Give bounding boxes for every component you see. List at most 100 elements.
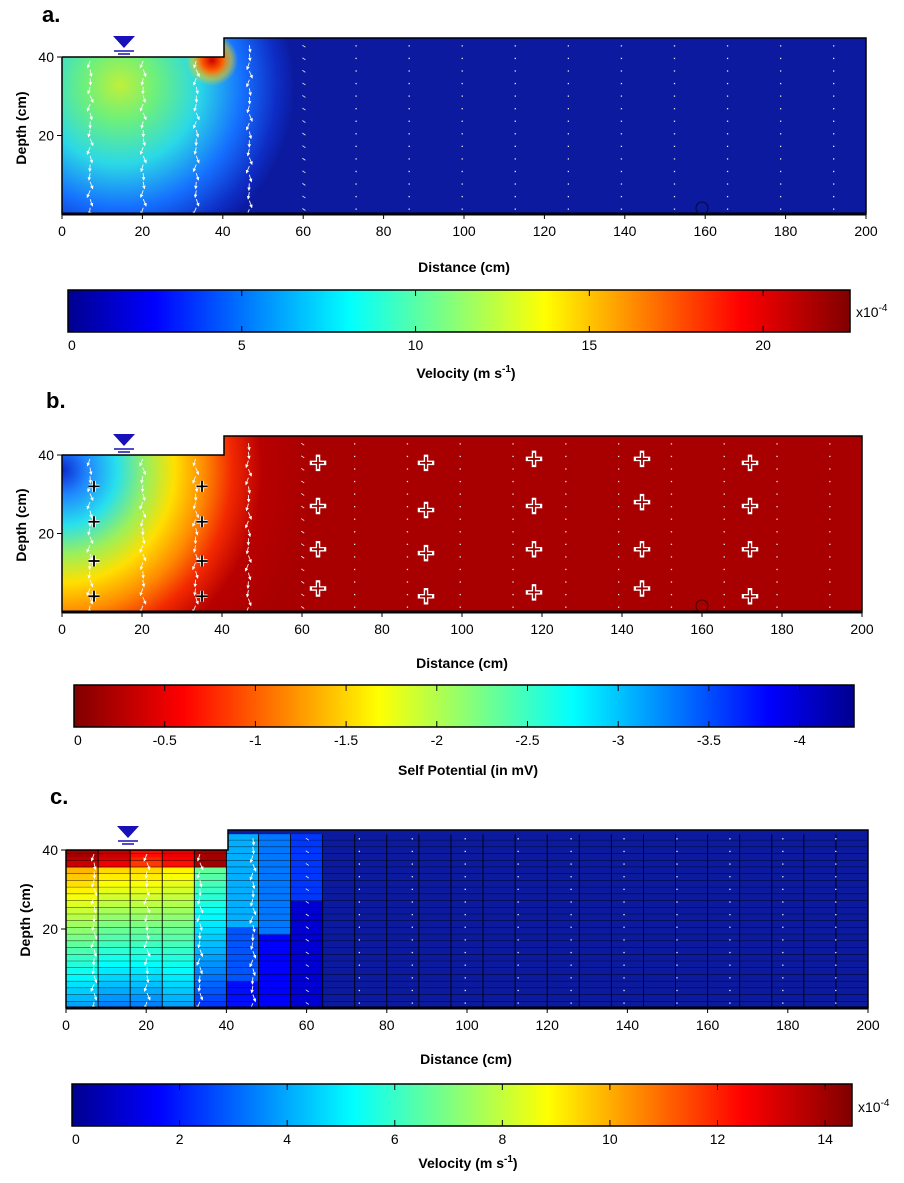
flow-vector bbox=[829, 468, 830, 469]
x-tick-label: 180 bbox=[770, 621, 794, 637]
velocity-block bbox=[258, 847, 291, 854]
velocity-block bbox=[226, 901, 259, 908]
panel-c-heatmap bbox=[0, 800, 904, 1040]
flow-vector bbox=[621, 196, 622, 197]
flow-vector bbox=[776, 506, 777, 507]
flow-vector bbox=[409, 108, 410, 109]
flow-vector bbox=[623, 990, 624, 991]
flow-vector bbox=[518, 914, 519, 915]
velocity-block bbox=[291, 948, 324, 955]
flow-vector bbox=[780, 171, 781, 172]
velocity-block bbox=[194, 961, 227, 968]
x-tick-label: 120 bbox=[533, 223, 557, 239]
flow-vector bbox=[829, 481, 830, 482]
velocity-block bbox=[130, 995, 163, 1002]
flow-vector bbox=[833, 83, 834, 84]
flow-vector bbox=[412, 901, 413, 902]
flow-vector bbox=[621, 121, 622, 122]
velocity-block bbox=[226, 961, 259, 968]
flow-vector bbox=[460, 506, 461, 507]
flow-vector bbox=[570, 876, 571, 877]
flow-vector bbox=[460, 481, 461, 482]
flow-vector bbox=[565, 531, 566, 532]
flow-vector bbox=[565, 481, 566, 482]
velocity-block bbox=[226, 974, 259, 981]
flow-vector bbox=[568, 83, 569, 84]
flow-vector bbox=[835, 876, 836, 877]
x-tick-label: 60 bbox=[294, 621, 310, 637]
flow-vector bbox=[568, 133, 569, 134]
flow-vector bbox=[674, 158, 675, 159]
flow-vector bbox=[676, 990, 677, 991]
x-tick-label: 140 bbox=[616, 1017, 640, 1033]
flow-vector bbox=[565, 544, 566, 545]
flow-vector bbox=[676, 977, 677, 978]
velocity-block bbox=[194, 934, 227, 941]
flow-vector bbox=[621, 95, 622, 96]
flow-vector bbox=[782, 927, 783, 928]
flow-vector bbox=[729, 965, 730, 966]
velocity-block bbox=[226, 921, 259, 928]
water-table-icon bbox=[113, 434, 135, 452]
flow-vector bbox=[618, 607, 619, 608]
velocity-block bbox=[66, 948, 99, 955]
flow-vector bbox=[518, 927, 519, 928]
flow-vector bbox=[674, 70, 675, 71]
flow-vector bbox=[412, 1002, 413, 1003]
flow-vector bbox=[623, 838, 624, 839]
flow-vector bbox=[565, 519, 566, 520]
velocity-block bbox=[162, 867, 195, 874]
flow-vector bbox=[621, 83, 622, 84]
velocity-block bbox=[258, 988, 291, 995]
flow-vector bbox=[412, 965, 413, 966]
flow-vector bbox=[412, 977, 413, 978]
flow-vector bbox=[621, 209, 622, 210]
flow-vector bbox=[462, 58, 463, 59]
flow-vector bbox=[623, 965, 624, 966]
flow-vector bbox=[359, 838, 360, 839]
flow-vector bbox=[407, 531, 408, 532]
flow-vector bbox=[359, 990, 360, 991]
velocity-block bbox=[226, 854, 259, 861]
velocity-block bbox=[98, 954, 131, 961]
flow-vector bbox=[409, 183, 410, 184]
flow-vector bbox=[354, 468, 355, 469]
flow-vector bbox=[674, 83, 675, 84]
flow-vector bbox=[621, 146, 622, 147]
velocity-block bbox=[291, 954, 324, 961]
velocity-block bbox=[130, 934, 163, 941]
flow-vector bbox=[782, 914, 783, 915]
flow-vector bbox=[618, 481, 619, 482]
flow-vector bbox=[621, 171, 622, 172]
flow-vector bbox=[359, 851, 360, 852]
flow-vector bbox=[359, 939, 360, 940]
velocity-block bbox=[66, 874, 99, 881]
velocity-block bbox=[291, 894, 324, 901]
velocity-block bbox=[162, 954, 195, 961]
x-tick-label: 0 bbox=[58, 621, 66, 637]
flow-vector bbox=[829, 519, 830, 520]
velocity-block bbox=[162, 968, 195, 975]
velocity-block bbox=[194, 995, 227, 1002]
flow-vector bbox=[515, 171, 516, 172]
velocity-block bbox=[291, 981, 324, 988]
panel-c-colorbar-label: Velocity (m s-1) bbox=[418, 1154, 517, 1171]
flow-vector bbox=[515, 196, 516, 197]
colorbar-tick-label: 12 bbox=[710, 1131, 726, 1147]
velocity-block bbox=[258, 894, 291, 901]
flow-vector bbox=[776, 468, 777, 469]
flow-vector bbox=[727, 196, 728, 197]
flow-vector bbox=[623, 939, 624, 940]
velocity-block bbox=[130, 907, 163, 914]
x-tick-label: 40 bbox=[219, 1017, 235, 1033]
velocity-block bbox=[226, 894, 259, 901]
velocity-block bbox=[98, 894, 131, 901]
flow-vector bbox=[512, 493, 513, 494]
flow-vector bbox=[835, 914, 836, 915]
flow-vector bbox=[465, 927, 466, 928]
flow-vector bbox=[727, 146, 728, 147]
velocity-block bbox=[98, 914, 131, 921]
flow-vector bbox=[565, 456, 566, 457]
flow-vector bbox=[780, 196, 781, 197]
